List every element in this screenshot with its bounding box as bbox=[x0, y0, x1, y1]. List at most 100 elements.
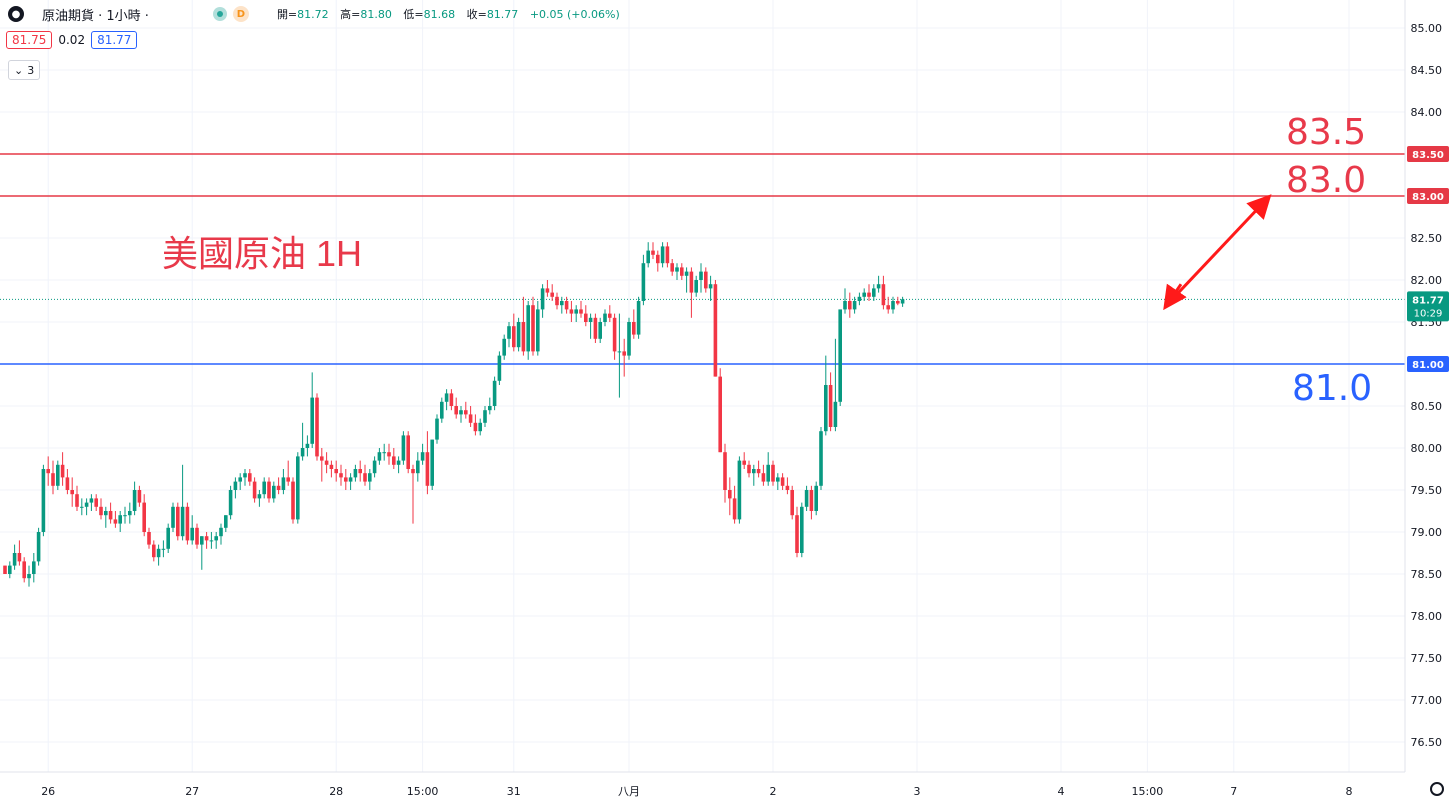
time-tick-label: 15:00 bbox=[407, 785, 439, 798]
candle-body bbox=[617, 351, 622, 353]
candle-body bbox=[3, 565, 7, 574]
countdown-label: 10:29 bbox=[1414, 308, 1443, 319]
candle-body bbox=[689, 271, 694, 293]
candle-body bbox=[507, 326, 511, 339]
candle-body bbox=[252, 481, 257, 499]
candle-body bbox=[454, 406, 458, 415]
candle-body bbox=[195, 527, 199, 545]
projection-arrow bbox=[1163, 194, 1272, 311]
candle-body bbox=[728, 490, 732, 499]
price-tick-label: 78.00 bbox=[1411, 610, 1443, 623]
candle-body bbox=[819, 431, 823, 486]
candle-body bbox=[468, 414, 473, 423]
price-tick-label: 84.00 bbox=[1411, 106, 1443, 119]
candle-body bbox=[41, 469, 46, 532]
candle-body bbox=[723, 452, 727, 490]
candle-body bbox=[248, 473, 252, 482]
ohlc-open-value: 81.72 bbox=[297, 8, 329, 21]
candle-body bbox=[579, 309, 583, 314]
candle-body bbox=[324, 460, 329, 465]
level-price-label: 83.00 bbox=[1412, 192, 1444, 203]
level-label-83-0: 83.0 bbox=[1286, 160, 1366, 201]
candle-body bbox=[756, 469, 761, 474]
time-tick-label: 4 bbox=[1058, 785, 1065, 798]
time-tick-label: 26 bbox=[41, 785, 55, 798]
candle-body bbox=[459, 410, 463, 415]
candle-body bbox=[411, 469, 415, 474]
candle-body bbox=[444, 393, 449, 402]
candle-body bbox=[872, 288, 876, 297]
source-badge: D bbox=[232, 6, 249, 22]
time-tick-label: 28 bbox=[329, 785, 343, 798]
candle-body bbox=[339, 473, 343, 478]
candle-body bbox=[656, 254, 660, 264]
candle-body bbox=[598, 322, 602, 339]
candle-body bbox=[771, 464, 775, 482]
candle-body bbox=[848, 301, 852, 310]
level-price-label: 81.00 bbox=[1412, 360, 1444, 371]
candle-body bbox=[641, 263, 646, 301]
level-price-tag bbox=[1407, 356, 1449, 372]
indicators-toggle[interactable]: ⌄ 3 bbox=[8, 60, 41, 80]
gear-icon[interactable] bbox=[1430, 782, 1444, 796]
candle-body bbox=[51, 473, 55, 486]
candle-body bbox=[622, 351, 626, 356]
candle-body bbox=[243, 473, 247, 478]
candle-body bbox=[737, 460, 742, 520]
ohlc-high-label: 高= bbox=[340, 8, 361, 21]
candle-body bbox=[171, 506, 175, 528]
chevron-down-icon: ⌄ bbox=[14, 63, 24, 77]
candle-body bbox=[704, 271, 708, 289]
candle-body bbox=[632, 322, 636, 335]
candle-body bbox=[516, 322, 521, 348]
oil-drop-icon: ● bbox=[8, 6, 24, 22]
candle-body bbox=[358, 469, 362, 474]
candle-body bbox=[608, 313, 612, 318]
candle-body bbox=[612, 317, 617, 352]
bid-button[interactable]: 81.75 bbox=[6, 31, 53, 49]
candle-body bbox=[190, 527, 194, 541]
candle-body bbox=[545, 288, 550, 293]
candle-body bbox=[881, 284, 886, 306]
candle-body bbox=[584, 313, 588, 322]
symbol-title[interactable]: 原油期貨 · 1小時 · bbox=[42, 8, 149, 24]
candle-body bbox=[483, 410, 487, 423]
level-price-tag bbox=[1407, 188, 1449, 204]
candle-body bbox=[713, 284, 718, 377]
candle-body bbox=[665, 246, 670, 264]
candle-body bbox=[296, 456, 300, 520]
candle-body bbox=[224, 515, 228, 528]
chart-legend-header: ● 原油期貨 · 1小時 · D 開=81.72 高=81.80 低=81.68… bbox=[0, 0, 628, 28]
candle-body bbox=[142, 502, 146, 532]
candle-body bbox=[684, 271, 689, 276]
candle-body bbox=[209, 540, 214, 542]
candle-body bbox=[104, 511, 108, 516]
candle-body bbox=[320, 456, 324, 461]
candle-body bbox=[377, 452, 382, 461]
ohlc-close-label: 收= bbox=[466, 8, 487, 21]
candle-body bbox=[896, 301, 900, 304]
horizontal-levels bbox=[0, 153, 1405, 365]
candle-body bbox=[281, 477, 286, 490]
ohlc-close-value: 81.77 bbox=[486, 8, 519, 21]
candle-body bbox=[108, 511, 113, 520]
candle-body bbox=[420, 452, 425, 461]
candle-body bbox=[22, 561, 26, 579]
time-tick-label: 15:00 bbox=[1132, 785, 1164, 798]
candle-body bbox=[291, 481, 295, 520]
candle-body bbox=[344, 477, 348, 482]
time-tick-label: 8 bbox=[1346, 785, 1353, 798]
ask-button[interactable]: 81.77 bbox=[91, 31, 138, 49]
candle-body bbox=[382, 452, 386, 454]
candle-body bbox=[315, 397, 319, 457]
candle-body bbox=[675, 267, 679, 272]
candle-body bbox=[334, 469, 338, 474]
time-tick-label: 八月 bbox=[618, 785, 640, 798]
candle-body bbox=[824, 385, 828, 432]
candle-body bbox=[670, 263, 674, 272]
price-tick-label: 80.00 bbox=[1411, 442, 1443, 455]
candle-body bbox=[780, 477, 785, 486]
candle-body bbox=[267, 481, 271, 499]
candle-body bbox=[464, 410, 468, 415]
